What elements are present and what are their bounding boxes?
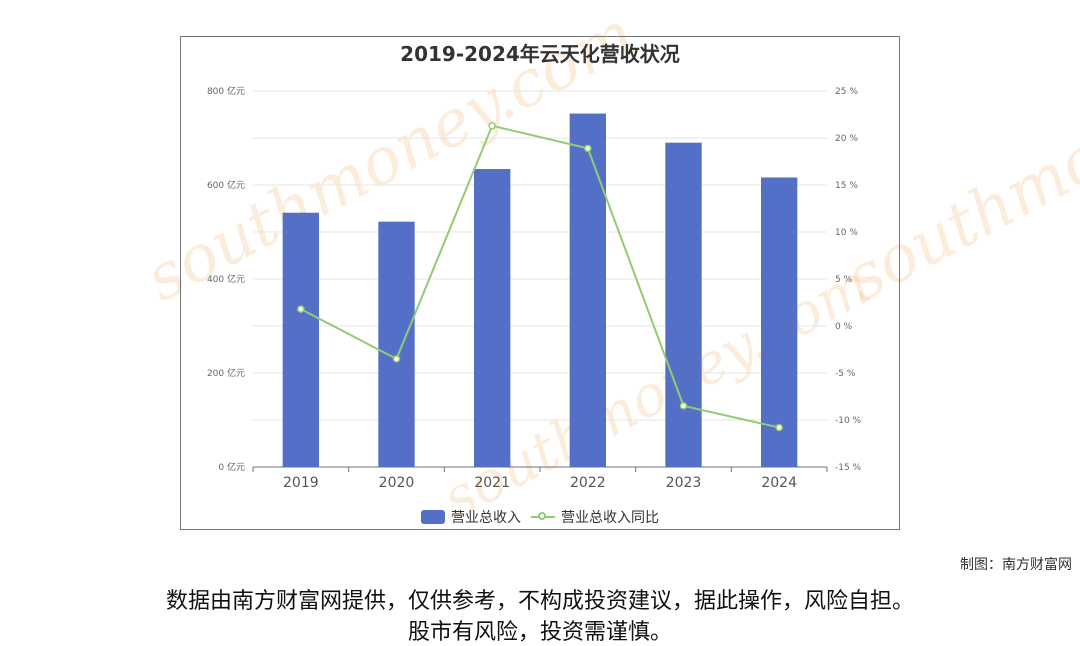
chart-legend: 营业总收入 营业总收入同比 xyxy=(180,507,900,527)
yoy-point xyxy=(584,144,592,153)
yoy-point xyxy=(392,355,401,363)
made-by-credit: 制图：南方财富网 xyxy=(960,557,1072,573)
right-axis-tick-label: 15 % xyxy=(835,181,858,191)
revenue-bar xyxy=(378,221,415,467)
legend-bar-swatch xyxy=(421,510,445,524)
legend-line-swatch xyxy=(531,510,555,524)
right-axis-tick-label: 10 % xyxy=(835,228,858,238)
yoy-point xyxy=(775,423,783,432)
revenue-bar xyxy=(282,212,320,467)
yoy-point xyxy=(488,122,496,130)
legend-item-yoy[interactable]: 营业总收入同比 xyxy=(531,507,659,527)
disclaimer-line-1: 数据由南方财富网提供，仅供参考，不构成投资建议，据此操作，风险自担。 xyxy=(165,589,914,614)
chart-title: 2019-2024年云天化营收状况 xyxy=(400,42,680,66)
right-axis-tick-label: 25 % xyxy=(835,87,858,97)
x-axis-tick-label: 2024 xyxy=(761,475,797,491)
x-axis-tick-label: 2020 xyxy=(379,475,415,491)
right-axis-tick-label: 20 % xyxy=(835,134,858,144)
right-axis-tick-label: -15 % xyxy=(835,463,862,473)
x-axis-tick-label: 2022 xyxy=(570,475,606,491)
legend-item-revenue[interactable]: 营业总收入 xyxy=(421,507,521,527)
yoy-line xyxy=(300,124,780,429)
disclaimer-line-2: 股市有风险，投资需谨慎。 xyxy=(407,620,672,645)
revenue-bar xyxy=(665,142,702,467)
left-axis-tick-label: 400 亿元 xyxy=(207,273,245,285)
left-axis-tick-label: 200 亿元 xyxy=(207,367,245,379)
chart-frame xyxy=(180,36,900,530)
x-axis-tick-label: 2023 xyxy=(666,475,702,491)
revenue-bar xyxy=(569,113,607,467)
yoy-point xyxy=(297,305,305,313)
left-axis-tick-label: 600 亿元 xyxy=(207,179,245,191)
x-axis-tick-label: 2021 xyxy=(474,475,510,491)
right-axis-tick-label: -5 % xyxy=(835,369,856,379)
yoy-point xyxy=(679,402,688,410)
left-axis-tick-label: 800 亿元 xyxy=(207,85,245,97)
right-axis-tick-label: 0 % xyxy=(835,322,853,332)
x-axis-tick-label: 2019 xyxy=(283,475,319,491)
legend-label-revenue: 营业总收入 xyxy=(451,510,521,526)
revenue-bar xyxy=(760,177,798,468)
left-axis-tick-label: 0 亿元 xyxy=(218,461,245,473)
revenue-bar xyxy=(473,169,511,467)
right-axis-tick-label: -10 % xyxy=(835,416,862,426)
legend-label-yoy: 营业总收入同比 xyxy=(561,510,659,526)
right-axis-tick-label: 5 % xyxy=(835,275,853,285)
